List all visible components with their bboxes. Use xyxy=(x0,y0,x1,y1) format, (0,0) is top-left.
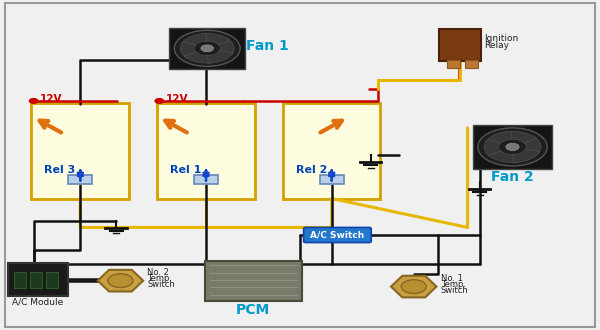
Wedge shape xyxy=(488,151,518,163)
Text: Ignition: Ignition xyxy=(484,34,518,43)
Text: Switch: Switch xyxy=(148,280,175,289)
FancyBboxPatch shape xyxy=(5,3,595,327)
FancyBboxPatch shape xyxy=(473,125,553,169)
FancyBboxPatch shape xyxy=(446,59,460,68)
Wedge shape xyxy=(180,41,197,58)
Text: A/C Module: A/C Module xyxy=(12,298,64,307)
FancyBboxPatch shape xyxy=(14,272,26,287)
Text: Fan 2: Fan 2 xyxy=(491,171,534,184)
FancyBboxPatch shape xyxy=(8,263,68,296)
Circle shape xyxy=(401,280,426,293)
FancyBboxPatch shape xyxy=(46,272,58,287)
Polygon shape xyxy=(391,276,436,297)
Text: PCM: PCM xyxy=(236,303,271,316)
Wedge shape xyxy=(513,149,539,163)
Text: 12V: 12V xyxy=(40,94,62,104)
Text: Temp.: Temp. xyxy=(148,274,172,283)
Text: Relay: Relay xyxy=(484,41,509,49)
Text: Temp.: Temp. xyxy=(440,280,466,289)
Circle shape xyxy=(174,30,240,66)
FancyBboxPatch shape xyxy=(169,28,245,69)
FancyBboxPatch shape xyxy=(464,59,478,68)
Text: Rel 3: Rel 3 xyxy=(44,165,76,175)
FancyBboxPatch shape xyxy=(31,103,129,199)
Text: No. 1: No. 1 xyxy=(440,274,463,283)
Wedge shape xyxy=(506,131,536,143)
FancyBboxPatch shape xyxy=(157,103,254,199)
Polygon shape xyxy=(98,270,143,291)
Text: Switch: Switch xyxy=(440,286,469,295)
Circle shape xyxy=(201,45,214,52)
Text: 12V: 12V xyxy=(166,94,188,104)
Text: Fan 1: Fan 1 xyxy=(246,39,289,53)
Circle shape xyxy=(108,274,133,287)
Text: Rel 1: Rel 1 xyxy=(170,165,202,175)
FancyBboxPatch shape xyxy=(304,227,371,243)
Circle shape xyxy=(155,99,164,103)
FancyBboxPatch shape xyxy=(205,261,302,301)
Text: Rel 2: Rel 2 xyxy=(296,165,327,175)
FancyBboxPatch shape xyxy=(439,29,481,61)
Wedge shape xyxy=(484,140,502,157)
Wedge shape xyxy=(485,131,512,145)
Wedge shape xyxy=(217,38,234,55)
Wedge shape xyxy=(182,34,207,46)
FancyBboxPatch shape xyxy=(283,103,380,199)
Wedge shape xyxy=(184,52,213,63)
Text: No. 2: No. 2 xyxy=(148,268,169,277)
FancyBboxPatch shape xyxy=(194,175,218,184)
FancyBboxPatch shape xyxy=(68,175,92,184)
Wedge shape xyxy=(523,137,541,154)
FancyBboxPatch shape xyxy=(320,175,344,184)
Circle shape xyxy=(478,128,547,166)
FancyBboxPatch shape xyxy=(30,272,42,287)
Wedge shape xyxy=(208,50,233,63)
Circle shape xyxy=(29,99,38,103)
Wedge shape xyxy=(202,34,230,45)
Text: A/C Switch: A/C Switch xyxy=(310,230,365,240)
Circle shape xyxy=(506,143,519,150)
